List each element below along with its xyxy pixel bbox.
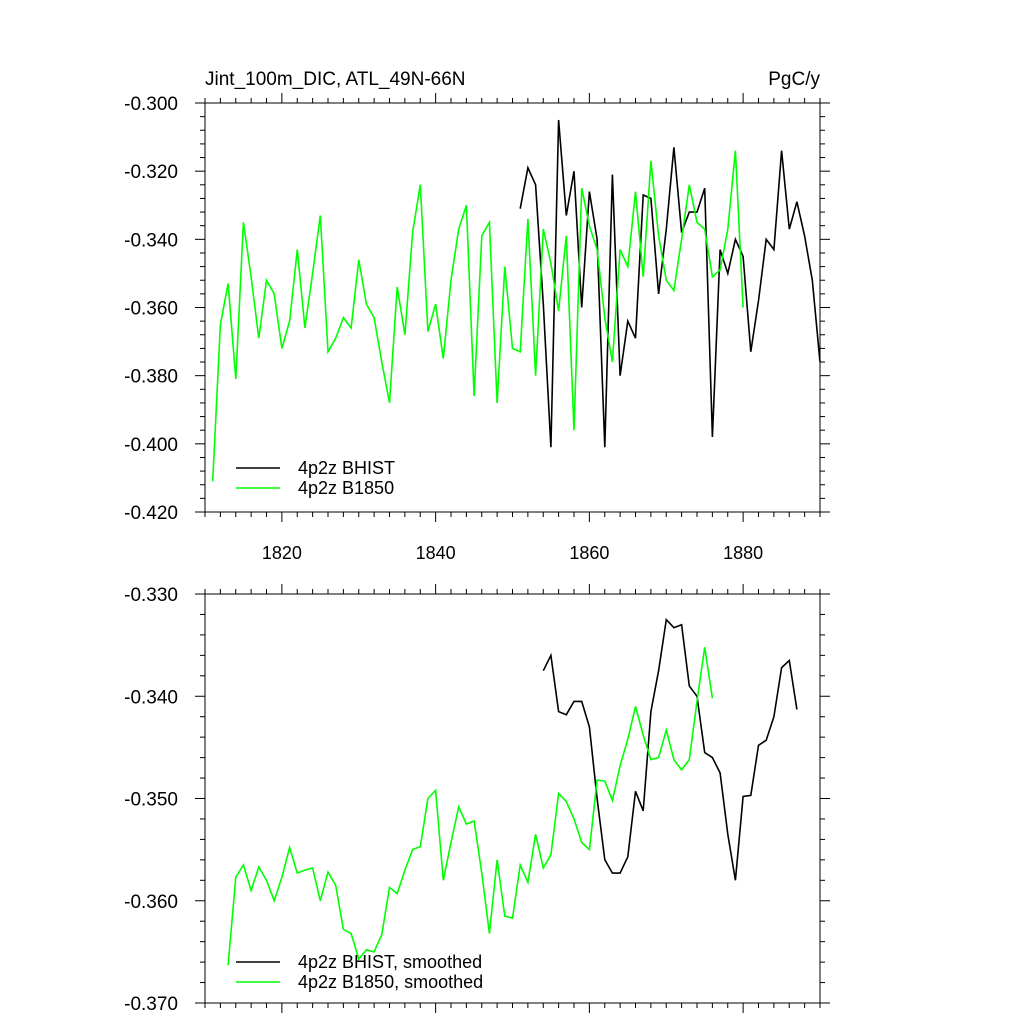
legend-label: 4p2z B1850, smoothed bbox=[298, 972, 483, 992]
x-tick-label: 1820 bbox=[262, 543, 302, 563]
top-panel: 1820 1840 1860 1880 -0.420 -0.400 -0.380 -0.360… bbox=[124, 69, 830, 563]
legend-label: 4p2z B1850 bbox=[298, 478, 394, 498]
y-tick-label: -0.340 bbox=[124, 230, 178, 251]
y-tick-label: -0.350 bbox=[124, 790, 178, 811]
series-line-b1850 bbox=[211, 150, 744, 482]
legend-label: 4p2z BHIST, smoothed bbox=[298, 952, 482, 972]
series-line-b1850 bbox=[227, 647, 714, 966]
y-tick-label: -0.340 bbox=[124, 687, 178, 708]
plot-frame bbox=[204, 593, 821, 1004]
y-tick-label: -0.420 bbox=[124, 503, 178, 524]
plot-frame bbox=[204, 102, 821, 513]
y-tick-label: -0.360 bbox=[124, 892, 178, 913]
x-tick-label: 1880 bbox=[723, 543, 763, 563]
y-tick-label: -0.380 bbox=[124, 367, 178, 388]
y-tick-label: -0.320 bbox=[124, 162, 178, 183]
y-tick-label: -0.400 bbox=[124, 435, 178, 456]
legend-label: 4p2z BHIST bbox=[298, 458, 395, 478]
units-label: PgC/y bbox=[768, 69, 820, 90]
y-tick-label: -0.300 bbox=[124, 94, 178, 115]
chart-title: Jint_100m_DIC, ATL_49N-66N bbox=[205, 69, 466, 90]
series-line-bhist bbox=[519, 119, 821, 448]
x-tick-label: 1860 bbox=[569, 543, 609, 563]
y-tick-label: -0.330 bbox=[124, 585, 178, 606]
bottom-panel: -0.370 -0.360 -0.350 -0.340 -0.330 4p2z BHIST… bbox=[124, 584, 830, 1015]
y-tick-label: -0.360 bbox=[124, 299, 178, 320]
y-tick-label: -0.370 bbox=[124, 994, 178, 1015]
x-tick-label: 1840 bbox=[416, 543, 456, 563]
series-line-bhist bbox=[542, 617, 798, 881]
